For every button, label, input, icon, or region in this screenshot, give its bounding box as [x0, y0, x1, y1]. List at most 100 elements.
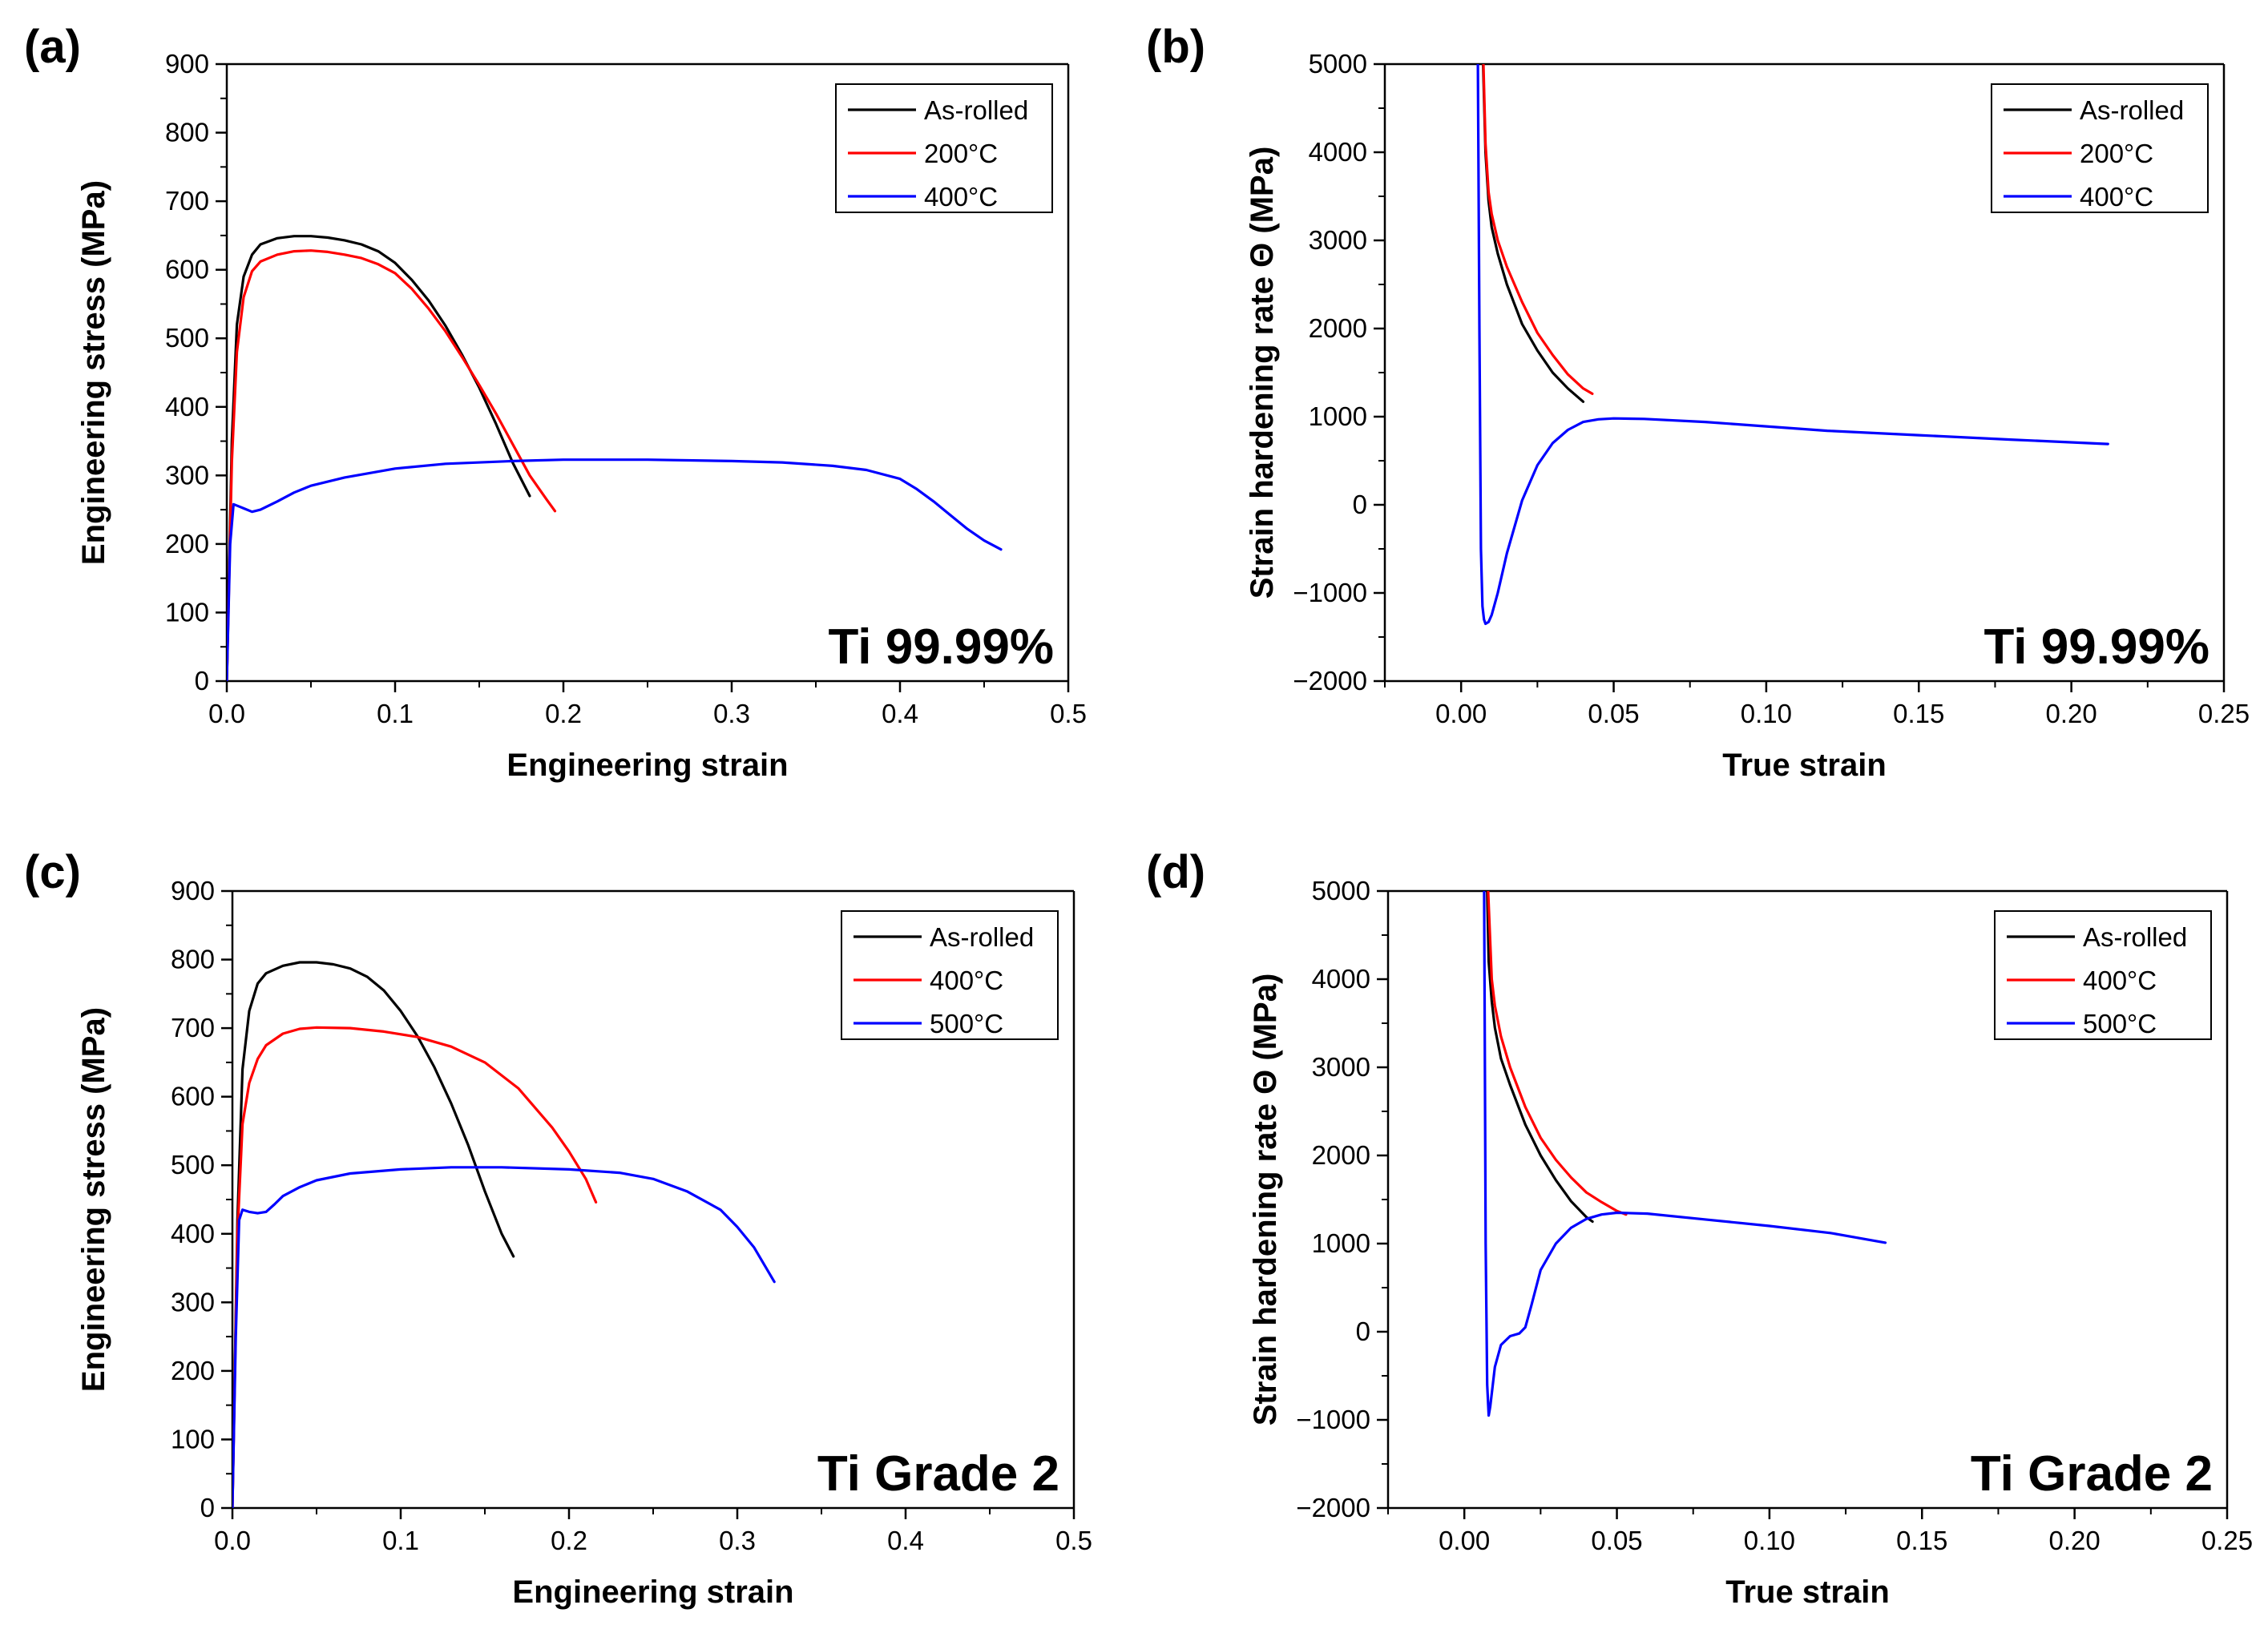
- x-tick-label: 0.10: [1744, 1526, 1795, 1555]
- legend-label: As-rolled: [2083, 922, 2187, 952]
- y-tick-label: 0: [195, 666, 209, 696]
- x-tick-label: 0.2: [551, 1526, 587, 1555]
- y-tick-label: 600: [165, 255, 209, 284]
- panel-label: (b): [1146, 21, 1205, 73]
- y-tick-label: 2000: [1312, 1140, 1370, 1170]
- panel-label: (d): [1146, 846, 1205, 898]
- y-axis-title: Strain hardening rate Θ (MPa): [1248, 974, 1283, 1426]
- x-tick-label: 0.3: [719, 1526, 756, 1555]
- x-tick-label: 0.1: [377, 699, 414, 728]
- legend-label: 200°C: [2080, 139, 2153, 168]
- y-tick-label: 400: [171, 1219, 215, 1248]
- y-tick-label: 800: [171, 945, 215, 974]
- series-line-500-c: [232, 1166, 776, 1508]
- x-tick-label: 0.5: [1055, 1526, 1092, 1555]
- x-tick-label: 0.2: [545, 699, 582, 728]
- x-tick-label: 0.0: [214, 1526, 251, 1555]
- y-tick-label: 2000: [1309, 313, 1367, 343]
- y-tick-label: 1000: [1309, 401, 1367, 431]
- y-axis-title: Engineering stress (MPa): [76, 1007, 111, 1392]
- legend-label: 400°C: [2080, 182, 2153, 212]
- x-axis-title: Engineering strain: [506, 748, 788, 783]
- chart-panel-1: (a) 0.0 0.1 0.2 0.3 0.4 0.5 0 100 200 300 400 500 600…: [24, 21, 1087, 783]
- sample-annotation: Ti Grade 2: [817, 1446, 1059, 1502]
- legend-box: [835, 83, 1053, 213]
- legend-label: As-rolled: [930, 922, 1034, 952]
- y-tick-label: 900: [171, 876, 215, 905]
- series-line-400-c: [227, 458, 1003, 681]
- y-tick-label: 100: [165, 597, 209, 627]
- legend-label: 500°C: [2083, 1009, 2157, 1038]
- y-tick-label: 3000: [1312, 1052, 1370, 1082]
- legend-label: 400°C: [930, 966, 1003, 995]
- series-line-200-c: [1482, 64, 1594, 395]
- series-line-200-c: [227, 249, 557, 681]
- chart-panel-2: (b) 0.00 0.05 0.10 0.15 0.20 0.25 −2000 −1000 0 10…: [1146, 21, 2250, 783]
- x-tick-label: 0.10: [1741, 699, 1792, 728]
- x-tick-label: 0.15: [1893, 699, 1944, 728]
- y-tick-label: 700: [165, 186, 209, 216]
- series-line-500-c: [1483, 891, 1887, 1417]
- y-tick-label: 0: [1356, 1317, 1370, 1346]
- y-tick-label: 600: [171, 1082, 215, 1111]
- y-tick-label: −2000: [1293, 666, 1367, 696]
- x-tick-label: 0.3: [713, 699, 750, 728]
- x-tick-label: 0.0: [208, 699, 245, 728]
- y-tick-label: 5000: [1309, 49, 1367, 79]
- x-axis-title: Engineering strain: [512, 1575, 793, 1610]
- chart-panel-4: (d) 0.00 0.05 0.10 0.15 0.20 0.25 −2000 −1000 0 10…: [1146, 846, 2253, 1610]
- legend-label: As-rolled: [2080, 95, 2184, 125]
- y-tick-label: 300: [165, 460, 209, 490]
- x-tick-label: 0.1: [382, 1526, 419, 1555]
- legend-label: 400°C: [2083, 966, 2157, 995]
- sample-annotation: Ti 99.99%: [1984, 619, 2209, 675]
- y-tick-label: 4000: [1309, 137, 1367, 167]
- series-line-as-rolled: [232, 961, 515, 1508]
- series-line-400-c: [232, 1026, 598, 1508]
- y-tick-label: 700: [171, 1013, 215, 1042]
- y-axis-title: Engineering stress (MPa): [76, 180, 111, 565]
- y-tick-label: 3000: [1309, 225, 1367, 255]
- y-tick-label: 200: [171, 1356, 215, 1385]
- series-line-400-c: [1476, 64, 2109, 626]
- x-tick-label: 0.5: [1050, 699, 1087, 728]
- x-tick-label: 0.05: [1588, 699, 1639, 728]
- chart-panel-3: (c) 0.0 0.1 0.2 0.3 0.4 0.5 0 100 200 300 400 500 600…: [24, 846, 1092, 1610]
- y-axis-title: Strain hardening rate Θ (MPa): [1245, 147, 1280, 599]
- x-tick-label: 0.20: [2046, 699, 2097, 728]
- x-tick-label: 0.4: [882, 699, 918, 728]
- y-tick-label: 500: [165, 323, 209, 353]
- x-tick-label: 0.25: [2201, 1526, 2253, 1555]
- panel-label: (a): [24, 21, 81, 73]
- series-line-400-c: [1487, 891, 1628, 1216]
- x-tick-label: 0.00: [1439, 1526, 1490, 1555]
- x-tick-label: 0.25: [2198, 699, 2250, 728]
- sample-annotation: Ti 99.99%: [829, 619, 1054, 675]
- panel-label: (c): [24, 846, 81, 898]
- legend-label: 500°C: [930, 1009, 1003, 1038]
- y-tick-label: 500: [171, 1150, 215, 1179]
- y-tick-label: −2000: [1296, 1493, 1370, 1522]
- y-tick-label: 400: [165, 392, 209, 421]
- y-tick-label: 4000: [1312, 964, 1370, 994]
- y-tick-label: 5000: [1312, 876, 1370, 905]
- y-tick-label: −1000: [1293, 578, 1367, 607]
- y-tick-label: 300: [171, 1287, 215, 1317]
- y-tick-label: 0: [1353, 490, 1367, 519]
- x-tick-label: 0.4: [887, 1526, 924, 1555]
- x-tick-label: 0.05: [1591, 1526, 1642, 1555]
- y-tick-label: 100: [171, 1424, 215, 1454]
- x-tick-label: 0.20: [2049, 1526, 2101, 1555]
- x-tick-label: 0.15: [1896, 1526, 1947, 1555]
- y-tick-label: 200: [165, 529, 209, 558]
- legend-box: [841, 910, 1059, 1040]
- y-tick-label: −1000: [1296, 1405, 1370, 1434]
- legend-label: 200°C: [924, 139, 998, 168]
- y-tick-label: 1000: [1312, 1228, 1370, 1258]
- x-axis-title: True strain: [1725, 1575, 1890, 1610]
- x-axis-title: True strain: [1722, 748, 1887, 783]
- legend-box: [1991, 83, 2209, 213]
- legend-label: As-rolled: [924, 95, 1028, 125]
